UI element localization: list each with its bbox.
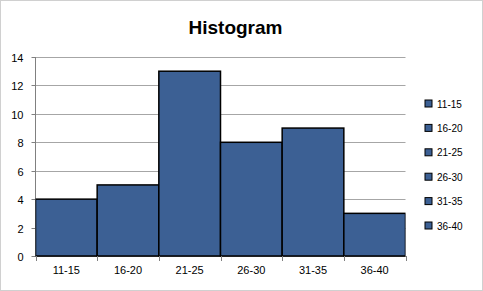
legend-swatch: [425, 124, 432, 131]
chart-title: Histogram: [189, 17, 283, 38]
y-tick: [32, 228, 36, 229]
legend-label: 26-30: [437, 172, 463, 183]
chart-border: [1, 1, 483, 291]
x-tick: [344, 256, 345, 261]
y-tick-label: 12: [11, 80, 23, 92]
x-tick: [36, 256, 37, 261]
legend-label: 36-40: [437, 221, 463, 232]
legend-label: 31-35: [437, 196, 463, 207]
x-tick-label: 11-15: [53, 264, 80, 276]
x-tick-label: 26-30: [237, 264, 265, 276]
x-tick-label: 16-20: [114, 264, 142, 276]
y-tick-label: 14: [11, 52, 23, 64]
bar: [221, 142, 283, 256]
x-tick-label: 36-40: [361, 264, 389, 276]
legend-label: 11-15: [437, 99, 462, 110]
legend-swatch: [425, 222, 432, 229]
x-tick: [406, 256, 407, 261]
bar: [344, 213, 406, 256]
bar: [97, 185, 159, 256]
bar: [36, 199, 98, 256]
y-tick-label: 2: [17, 223, 23, 235]
chart-svg: Histogram 0 2 4 6 8 10 12 14 11-15 16-20 21-25 26-30…: [0, 0, 483, 291]
legend-label: 16-20: [437, 123, 463, 134]
bars-group: [36, 71, 406, 256]
bar: [159, 71, 221, 256]
y-tick-label: 10: [11, 109, 23, 121]
bar: [282, 128, 344, 256]
y-tick-label: 4: [17, 194, 23, 206]
legend: 11-15 16-20 21-25 26-30 31-35 36-40: [425, 99, 463, 232]
x-tick-label: 21-25: [176, 264, 204, 276]
y-tick: [32, 85, 36, 86]
x-tick: [159, 256, 160, 261]
legend-swatch: [425, 100, 432, 107]
y-tick: [32, 199, 36, 200]
x-tick: [221, 256, 222, 261]
y-tick-label: 8: [17, 137, 23, 149]
y-tick: [32, 57, 36, 58]
x-tick: [97, 256, 98, 261]
y-tick: [32, 142, 36, 143]
y-tick-label: 0: [17, 251, 23, 263]
y-tick: [32, 256, 36, 257]
y-tick-label: 6: [17, 166, 23, 178]
y-tick: [32, 171, 36, 172]
grid-line: [36, 57, 406, 58]
y-tick: [32, 114, 36, 115]
legend-swatch: [425, 173, 432, 180]
chart-container: Histogram 0 2 4 6 8 10 12 14 11-15 16-20 21-25 26-30…: [0, 0, 483, 291]
legend-swatch: [425, 149, 432, 156]
x-tick: [282, 256, 283, 261]
x-tick-label: 31-35: [299, 264, 327, 276]
legend-swatch: [425, 198, 432, 205]
legend-label: 21-25: [437, 147, 463, 158]
